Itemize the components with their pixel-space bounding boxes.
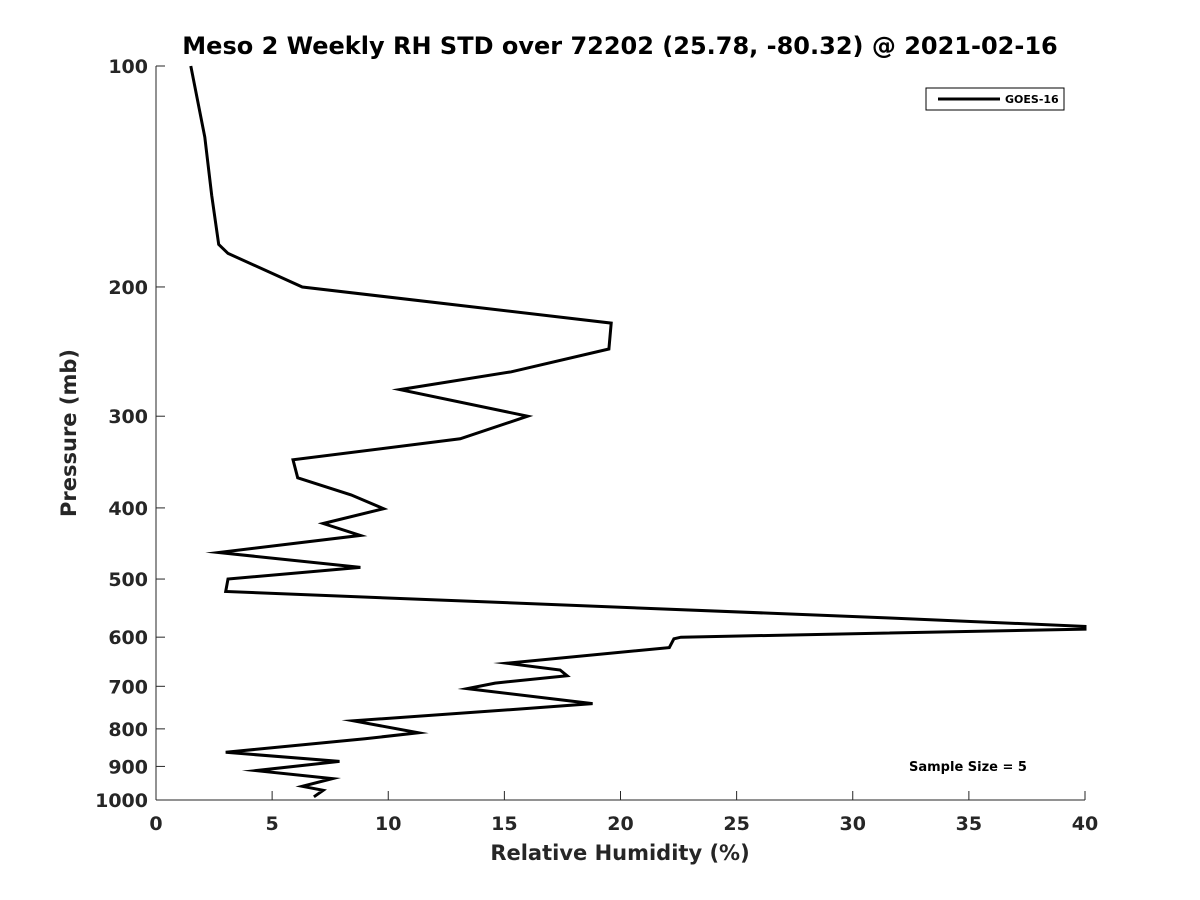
y-tick-label-200: 200 xyxy=(108,277,148,299)
legend-label-goes-16: GOES-16 xyxy=(1005,93,1059,106)
series-line-goes-16 xyxy=(189,65,1087,799)
y-tick-label-700: 700 xyxy=(108,676,148,698)
y-tick-label-800: 800 xyxy=(108,719,148,741)
sample-size-note: Sample Size = 5 xyxy=(909,760,1027,775)
y-tick-label-1000: 1000 xyxy=(95,790,148,812)
x-tick-label-25: 25 xyxy=(723,813,749,835)
y-axis-label: Pressure (mb) xyxy=(57,349,81,517)
x-tick-label-35: 35 xyxy=(956,813,982,835)
x-tick-label-30: 30 xyxy=(840,813,866,835)
plot-area: 0 5 10 15 20 25 30 35 40 100 200 300 400 500 600 700 800… xyxy=(95,56,1098,835)
x-tick-label-10: 10 xyxy=(375,813,401,835)
y-tick-label-600: 600 xyxy=(108,627,148,649)
x-tick-label-20: 20 xyxy=(607,813,633,835)
x-tick-label-40: 40 xyxy=(1072,813,1098,835)
x-tick-label-0: 0 xyxy=(149,813,162,835)
y-tick-label-900: 900 xyxy=(108,756,148,778)
x-tick-label-15: 15 xyxy=(491,813,517,835)
x-axis-label: Relative Humidity (%) xyxy=(490,841,749,865)
x-tick-label-5: 5 xyxy=(266,813,279,835)
legend: GOES-16 xyxy=(925,87,1065,111)
y-tick-label-500: 500 xyxy=(108,569,148,591)
y-tick-label-100: 100 xyxy=(108,56,148,78)
y-tick-label-400: 400 xyxy=(108,498,148,520)
chart-title: Meso 2 Weekly RH STD over 72202 (25.78, … xyxy=(182,32,1057,60)
y-tick-label-300: 300 xyxy=(108,406,148,428)
